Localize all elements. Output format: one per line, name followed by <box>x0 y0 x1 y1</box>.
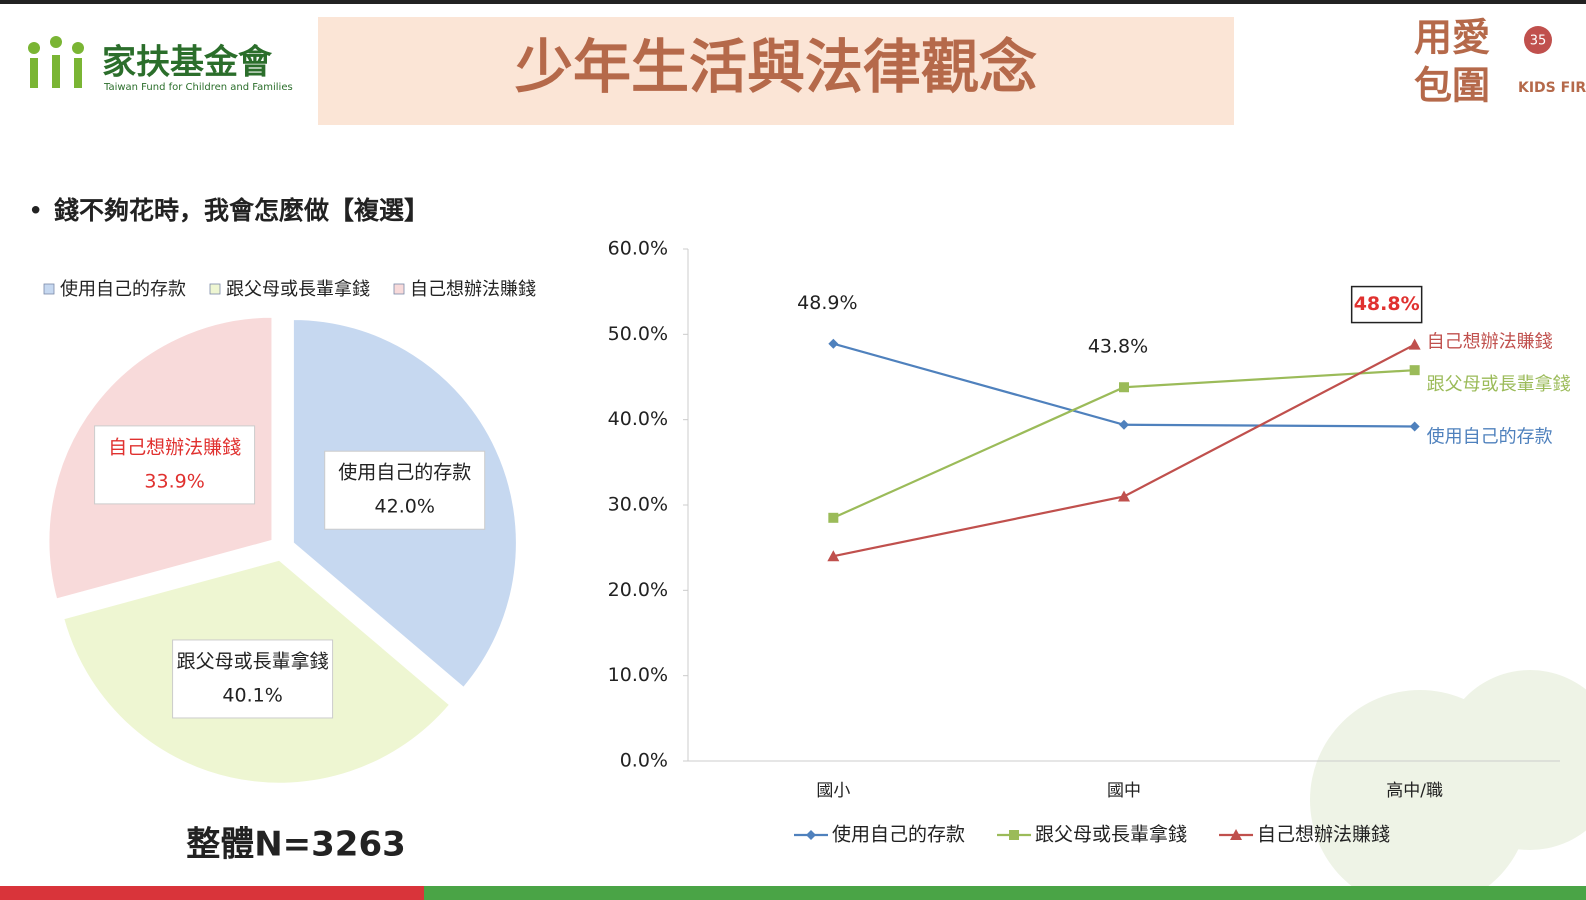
legend-marker <box>806 830 816 840</box>
logo-name: 家扶基金會 <box>102 43 273 83</box>
label-box <box>324 450 486 530</box>
badge-number: 35 <box>1530 34 1547 49</box>
badge-heart <box>1524 26 1552 54</box>
marker <box>1409 421 1420 432</box>
bullet: • <box>28 197 43 227</box>
series-end-label: 自己想辦法賺錢 <box>1427 332 1553 353</box>
decor <box>1440 670 1586 850</box>
logo-subtitle: Taiwan Fund for Children and Families <box>103 82 293 93</box>
y-tick-label: 50.0% <box>608 323 668 345</box>
label-box <box>94 425 256 505</box>
data-label: 48.8% <box>1354 293 1420 315</box>
marker <box>1119 419 1129 430</box>
legend-swatch <box>209 283 221 295</box>
badge-line: 包圍 <box>1414 64 1490 108</box>
marker <box>827 550 840 562</box>
slice-label: 跟父母或長輩拿錢 <box>177 649 329 672</box>
legend-swatch <box>43 283 55 295</box>
marker <box>828 512 839 523</box>
legend-label: 使用自己的存款 <box>60 279 186 300</box>
label-box <box>1350 285 1423 324</box>
question: 錢不夠花時，我會怎麼做【複選】 <box>54 196 429 225</box>
legend-label: 跟父母或長輩拿錢 <box>226 278 370 300</box>
legend-label: 自己想辦法賺錢 <box>410 279 536 300</box>
sample-note: 整體N=3263 <box>186 825 406 865</box>
title-box <box>318 17 1234 125</box>
legend-label: 使用自己的存款 <box>832 824 965 846</box>
slice-value: 33.9% <box>144 470 204 492</box>
x-tick-label: 國中 <box>1107 781 1141 801</box>
slice-value: 42.0% <box>375 496 435 518</box>
marker <box>1408 338 1421 350</box>
y-tick-label: 40.0% <box>608 408 668 430</box>
label-box <box>172 639 334 719</box>
badge-tag: KIDS FIRST <box>1518 80 1586 96</box>
slice-label: 自己想辦法賺錢 <box>108 436 241 458</box>
slice-label: 使用自己的存款 <box>338 462 471 484</box>
marker <box>828 338 839 349</box>
slide-title: 少年生活與法律觀念 <box>515 33 1037 101</box>
legend-marker <box>1230 829 1243 840</box>
y-tick-label: 20.0% <box>608 579 668 601</box>
x-tick-label: 高中/職 <box>1386 781 1443 801</box>
marker <box>1409 365 1420 376</box>
y-tick-label: 60.0% <box>608 238 668 260</box>
legend-swatch <box>393 283 405 295</box>
series-end-label: 跟父母或長輩拿錢 <box>1427 373 1571 395</box>
legend-label: 跟父母或長輩拿錢 <box>1035 823 1187 846</box>
marker <box>1118 490 1130 502</box>
marker <box>1119 382 1129 393</box>
series-end-label: 使用自己的存款 <box>1427 426 1553 447</box>
legend-marker <box>1009 830 1020 840</box>
slice-value: 40.1% <box>222 684 282 706</box>
badge-line: 用愛 <box>1414 16 1490 60</box>
y-tick-label: 30.0% <box>608 494 668 516</box>
legend-label: 自己想辦法賺錢 <box>1257 824 1390 846</box>
data-label: 43.8% <box>1088 336 1148 358</box>
y-tick-label: 0.0% <box>620 750 668 772</box>
y-tick-label: 10.0% <box>608 664 668 686</box>
footer-bar <box>0 886 424 900</box>
logo-icon <box>28 36 84 88</box>
footer-bar <box>424 886 1586 900</box>
x-tick-label: 國小 <box>816 781 850 801</box>
top-bar <box>0 0 1586 4</box>
data-label: 48.9% <box>797 292 857 314</box>
